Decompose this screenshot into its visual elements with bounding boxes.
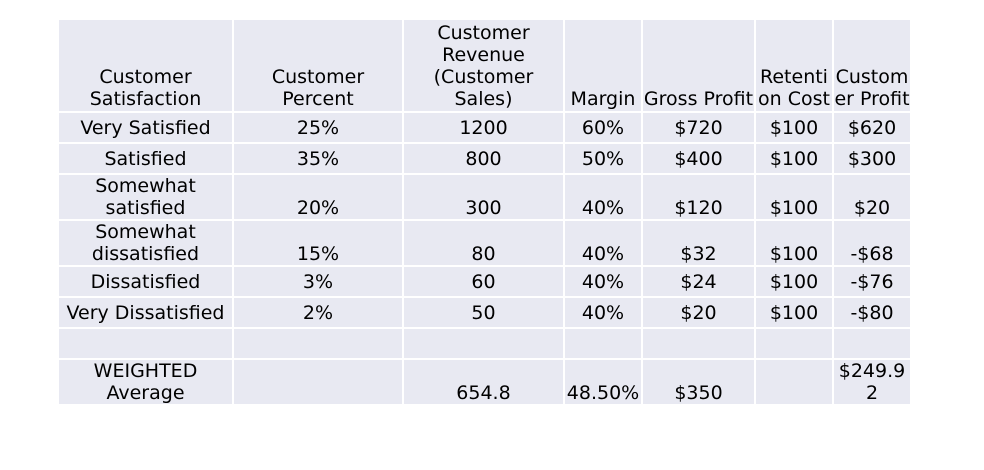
table-cell: $620 (832, 111, 912, 144)
table-cell: 35% (232, 142, 404, 175)
table-cell: $100 (754, 265, 834, 298)
table-cell: 40% (563, 173, 643, 221)
table-cell (57, 327, 234, 360)
table-cell: 3% (232, 265, 404, 298)
table-row: Somewhat dissatisfied 15% 80 40% $32 $10… (57, 219, 912, 267)
table-cell: 48.50% (563, 358, 643, 406)
table-cell (754, 358, 834, 406)
table-cell (832, 327, 912, 360)
table-cell: 40% (563, 265, 643, 298)
table-cell: -$68 (832, 219, 912, 267)
table-cell: 50 (402, 296, 565, 329)
table-row: Somewhat satisfied 20% 300 40% $120 $100… (57, 173, 912, 221)
satisfaction-profit-table: Customer Satisfaction Customer Percent C… (57, 18, 912, 406)
table-cell: Somewhat dissatisfied (57, 219, 234, 267)
table-cell: $100 (754, 142, 834, 175)
header-cell: Gross Profit (641, 18, 756, 113)
table-cell: WEIGHTED Average (57, 358, 234, 406)
table-cell: 50% (563, 142, 643, 175)
table-cell (232, 327, 404, 360)
table-cell: 2% (232, 296, 404, 329)
table-cell: $400 (641, 142, 756, 175)
table-cell: Satisfied (57, 142, 234, 175)
table-cell: -$80 (832, 296, 912, 329)
header-cell: Customer Satisfaction (57, 18, 234, 113)
header-cell: Margin (563, 18, 643, 113)
table-cell: -$76 (832, 265, 912, 298)
table-cell (754, 327, 834, 360)
table-row: Very Dissatisfied 2% 50 40% $20 $100 -$8… (57, 296, 912, 329)
table-cell: 25% (232, 111, 404, 144)
table-cell: Somewhat satisfied (57, 173, 234, 221)
table-cell: $100 (754, 296, 834, 329)
table-cell: $350 (641, 358, 756, 406)
table-cell: 300 (402, 173, 565, 221)
empty-row (57, 327, 912, 360)
table-cell: $300 (832, 142, 912, 175)
weighted-average-row: WEIGHTED Average 654.8 48.50% $350 $249.… (57, 358, 912, 406)
table-cell: $249.9 2 (832, 358, 912, 406)
table-cell (563, 327, 643, 360)
header-cell: Customer Revenue (Customer Sales) (402, 18, 565, 113)
table-cell: Very Satisfied (57, 111, 234, 144)
table-cell: Very Dissatisfied (57, 296, 234, 329)
table-cell: 60 (402, 265, 565, 298)
header-cell: Retenti on Cost (754, 18, 834, 113)
table-cell: $20 (641, 296, 756, 329)
table-cell: 20% (232, 173, 404, 221)
table-row: Satisfied 35% 800 50% $400 $100 $300 (57, 142, 912, 175)
table-cell: $100 (754, 173, 834, 221)
table-cell: 800 (402, 142, 565, 175)
table-row: Very Satisfied 25% 1200 60% $720 $100 $6… (57, 111, 912, 144)
table-cell: $20 (832, 173, 912, 221)
table-cell: $720 (641, 111, 756, 144)
table-cell: 654.8 (402, 358, 565, 406)
table-cell: 40% (563, 296, 643, 329)
table-cell (402, 327, 565, 360)
header-cell: Customer Percent (232, 18, 404, 113)
table-cell: Dissatisfied (57, 265, 234, 298)
table-cell (641, 327, 756, 360)
table-cell: 15% (232, 219, 404, 267)
table-cell: $24 (641, 265, 756, 298)
header-cell: Custom er Profit (832, 18, 912, 113)
table-cell: $120 (641, 173, 756, 221)
table-cell: $32 (641, 219, 756, 267)
table-cell (232, 358, 404, 406)
table-cell: 1200 (402, 111, 565, 144)
table-row: Dissatisfied 3% 60 40% $24 $100 -$76 (57, 265, 912, 298)
header-row: Customer Satisfaction Customer Percent C… (57, 18, 912, 113)
table-cell: $100 (754, 219, 834, 267)
table-cell: 40% (563, 219, 643, 267)
table-cell: 60% (563, 111, 643, 144)
table-cell: $100 (754, 111, 834, 144)
table-cell: 80 (402, 219, 565, 267)
